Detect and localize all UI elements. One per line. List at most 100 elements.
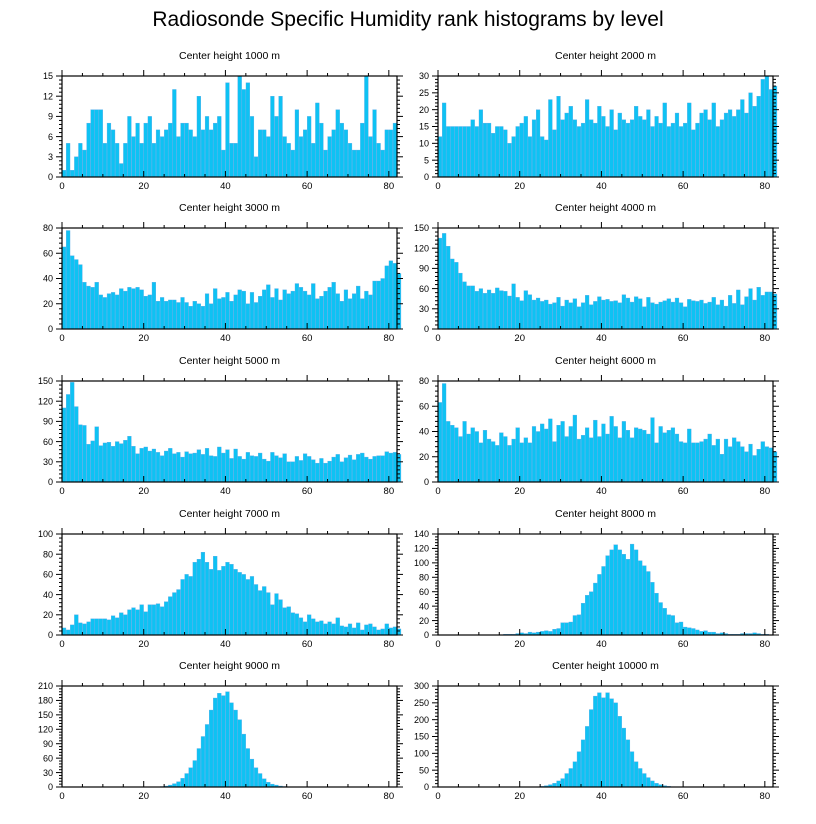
histogram-bar — [294, 456, 299, 483]
histogram-bar — [556, 780, 561, 788]
histogram-bar — [723, 112, 729, 178]
histogram-bar — [478, 109, 483, 178]
histogram-bar — [609, 301, 614, 330]
histogram-bar — [499, 290, 504, 330]
histogram-bar — [204, 293, 210, 330]
histogram-bar — [507, 143, 512, 178]
histogram-bar — [241, 89, 246, 178]
histogram-bar — [446, 421, 451, 483]
histogram-bar — [180, 778, 185, 788]
histogram-bar — [552, 629, 557, 636]
histogram-bar — [613, 426, 618, 483]
histogram-bar — [654, 303, 659, 330]
x-tick-label: 80 — [760, 333, 771, 344]
histogram-bar — [94, 618, 99, 636]
histogram-bar — [658, 122, 663, 178]
histogram-bar — [184, 574, 189, 636]
histogram-bar — [585, 595, 590, 636]
histogram-bar — [625, 297, 631, 330]
histogram-bar — [229, 458, 234, 483]
histogram-bar — [82, 282, 87, 330]
histogram-bar — [98, 294, 103, 330]
histogram-bar — [286, 461, 291, 483]
histogram-bar — [744, 451, 749, 483]
histogram-panel-3: Center height 3000 m 0 20 40 60 80 0 20 40 60 80 — [43, 202, 403, 344]
histogram-bar — [552, 302, 557, 330]
histogram-bar — [609, 549, 614, 636]
histogram-bar — [450, 258, 455, 330]
histogram-bar — [442, 383, 447, 483]
histogram-bar — [511, 283, 516, 330]
histogram-bar — [229, 143, 234, 178]
histogram-bar — [221, 695, 226, 788]
histogram-bar — [217, 446, 222, 483]
histogram-panel-6: Center height 6000 m 0 20 40 60 80 0 20 40 60 80 — [419, 355, 779, 497]
histogram-bar — [605, 555, 610, 636]
histogram-bar — [102, 297, 107, 330]
histogram-bar — [307, 294, 312, 330]
histogram-bar — [82, 425, 87, 483]
histogram-bar — [258, 590, 263, 636]
histogram-bar — [245, 579, 250, 636]
histogram-bar — [364, 290, 369, 330]
histogram-bar — [507, 445, 512, 483]
histogram-bar — [356, 285, 361, 330]
histogram-bar — [482, 293, 488, 330]
histogram-bar — [151, 143, 156, 178]
histogram-bar — [70, 170, 75, 178]
histogram-bar — [748, 443, 753, 483]
histogram-bar — [147, 604, 152, 636]
histogram-bar — [527, 136, 532, 178]
histogram-bar — [650, 302, 655, 330]
histogram-bar — [115, 143, 120, 178]
histogram-bar — [290, 461, 295, 483]
histogram-bar — [86, 444, 91, 483]
histogram-bar — [196, 96, 201, 178]
histogram-bar — [172, 299, 177, 330]
histogram-bar — [360, 298, 365, 330]
histogram-bar — [548, 418, 553, 483]
histogram-bar — [266, 460, 271, 483]
histogram-bar — [658, 426, 663, 483]
x-tick-label: 80 — [384, 639, 395, 650]
y-tick-label: 30 — [43, 768, 53, 778]
histogram-bar — [736, 109, 741, 178]
y-tick-label: 15 — [419, 122, 429, 132]
histogram-bar — [339, 461, 344, 483]
histogram-bar — [536, 297, 541, 330]
histogram-bar — [119, 612, 124, 636]
histogram-bar — [540, 301, 545, 330]
histogram-bar — [164, 450, 169, 483]
histogram-bar — [621, 727, 626, 788]
histogram-bar — [86, 122, 91, 178]
histogram-bar — [180, 297, 185, 330]
y-tick-label: 30 — [419, 71, 429, 81]
histogram-bar — [564, 112, 569, 178]
y-tick-label: 30 — [43, 457, 53, 467]
histogram-bar — [634, 106, 639, 178]
histogram-bar — [683, 306, 688, 330]
histogram-bar — [392, 452, 398, 483]
histogram-bar — [499, 432, 504, 483]
histogram-bar — [646, 777, 651, 788]
histogram-bar — [106, 122, 112, 178]
x-tick-label: 60 — [678, 333, 689, 344]
histogram-bar — [290, 290, 295, 330]
histogram-bar — [458, 436, 463, 483]
histogram-bar — [86, 621, 91, 636]
histogram-bar — [576, 751, 582, 788]
y-tick-label: 140 — [414, 529, 429, 539]
histogram-bar — [229, 301, 234, 330]
histogram-bar — [458, 126, 463, 178]
histogram-bar — [143, 122, 148, 178]
x-tick-label: 60 — [302, 486, 313, 497]
histogram-bar — [768, 291, 774, 330]
histogram-bar — [646, 571, 651, 636]
histogram-bar — [388, 260, 393, 330]
panel-title: Center height 9000 m — [179, 660, 280, 672]
y-tick-label: 20 — [43, 610, 53, 620]
histogram-bar — [233, 709, 238, 788]
histogram-bar — [70, 255, 75, 330]
histogram-bar — [638, 428, 643, 483]
histogram-bar — [331, 623, 336, 636]
